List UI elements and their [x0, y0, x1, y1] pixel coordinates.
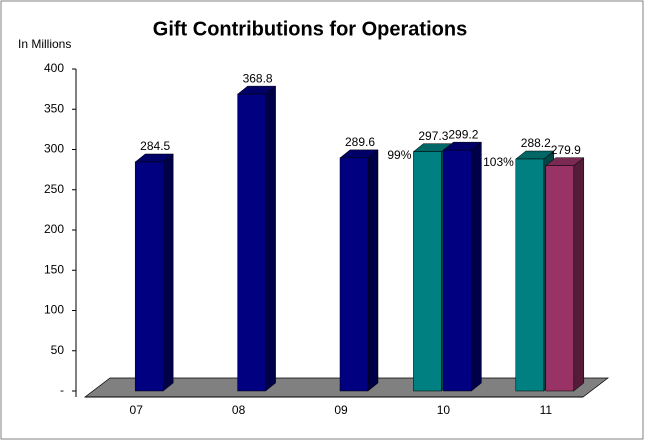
y-tick-label: - [60, 383, 64, 397]
y-tick-label: 50 [51, 343, 65, 357]
x-tick-label: 09 [334, 403, 348, 417]
data-label: 368.8 [243, 71, 273, 85]
x-tick-label: 07 [130, 403, 144, 417]
y-tick-label: 100 [44, 303, 64, 317]
x-tick-label: 10 [437, 403, 451, 417]
bar [413, 151, 442, 392]
bar [134, 161, 164, 392]
y-tick-label: 150 [44, 262, 64, 276]
y-tick-label: 300 [44, 142, 64, 156]
x-tick-label: 08 [232, 403, 246, 417]
bar [339, 157, 369, 392]
y-tick-label: 400 [44, 61, 64, 75]
bar-side [471, 141, 482, 392]
bar [545, 165, 575, 392]
chart-title: Gift Contributions for Operations [153, 18, 467, 40]
annotation: 103% [483, 155, 514, 169]
data-label: 279.9 [551, 143, 581, 157]
y-tick-label: 200 [44, 222, 64, 236]
bar [443, 149, 472, 392]
data-label: 288.2 [521, 136, 551, 150]
annotation: 99% [387, 148, 411, 162]
y-axis-label: In Millions [18, 37, 71, 51]
data-label: 289.6 [345, 135, 375, 149]
y-tick-label: 250 [44, 182, 64, 196]
bar [515, 158, 545, 392]
data-label: 284.5 [140, 139, 170, 153]
bar [237, 93, 266, 392]
data-label: 299.2 [448, 127, 478, 141]
data-label: 297.3 [418, 129, 448, 143]
bar-side [162, 153, 174, 392]
bar-side [573, 157, 585, 392]
y-tick-label: 350 [44, 101, 64, 115]
bar-side [367, 149, 379, 392]
x-tick-label: 11 [540, 403, 553, 417]
bar-side [265, 85, 276, 392]
